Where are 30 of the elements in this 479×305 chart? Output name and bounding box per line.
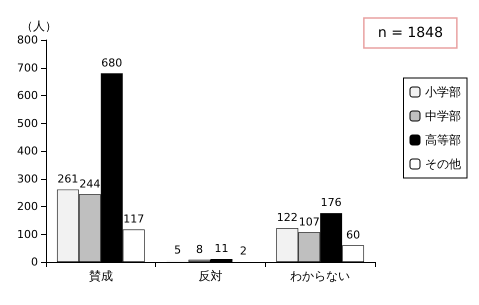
data-label: 244 xyxy=(79,177,100,190)
y-tick-label: 500 xyxy=(17,116,38,130)
x-tick-label: 賛成 xyxy=(88,269,113,283)
y-tick-label: 100 xyxy=(17,228,38,241)
y-tick-label: 400 xyxy=(17,144,38,158)
y-tick-label: 300 xyxy=(17,172,38,186)
legend-label: 高等部 xyxy=(425,133,461,147)
data-label: 107 xyxy=(298,215,320,228)
data-label: 261 xyxy=(57,172,78,186)
data-label: 60 xyxy=(346,228,360,242)
data-label: 117 xyxy=(123,212,144,226)
y-tick-label: 200 xyxy=(17,200,38,213)
legend-label: その他 xyxy=(425,157,461,171)
text: n = 1848 xyxy=(378,25,444,41)
y-tick-label: 0 xyxy=(31,256,38,268)
legend-label: 中学部 xyxy=(425,109,461,123)
y-tick-label: 800 xyxy=(17,34,38,46)
y-tick-label: 600 xyxy=(17,89,38,102)
data-label: 680 xyxy=(101,56,122,70)
x-tick-label: 反対 xyxy=(198,269,222,283)
y-tick-label: 700 xyxy=(17,61,38,74)
data-label: 5 xyxy=(174,244,182,257)
data-label: 122 xyxy=(276,211,298,224)
data-label: 8 xyxy=(196,242,204,256)
data-label: 11 xyxy=(214,242,228,255)
x-tick-label: わからない xyxy=(290,269,350,283)
legend-label: 小学部 xyxy=(425,85,461,99)
y-axis-title: （人） xyxy=(21,19,57,33)
data-label: 2 xyxy=(240,244,247,258)
data-label: 176 xyxy=(320,196,342,210)
